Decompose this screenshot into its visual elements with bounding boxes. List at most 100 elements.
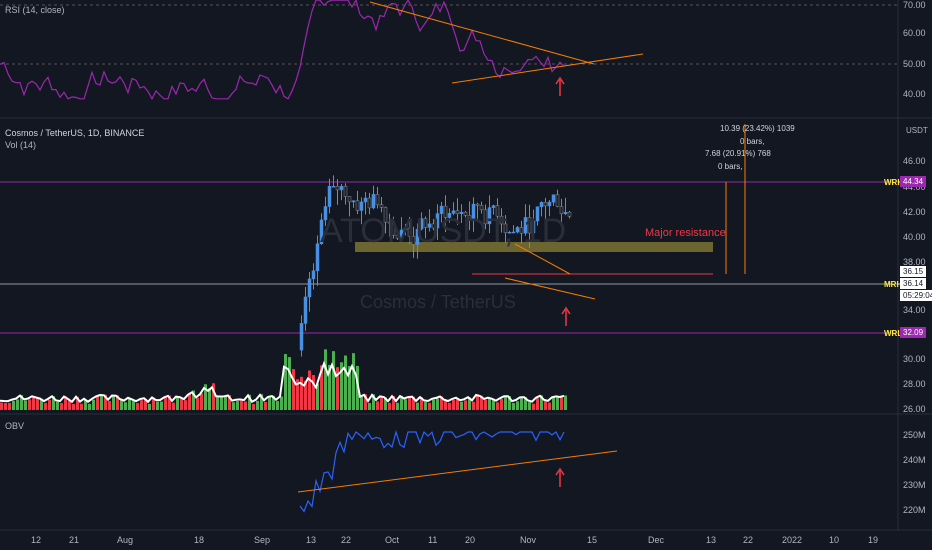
wrl-label: WRL (884, 329, 903, 338)
volume-bar (112, 394, 115, 410)
volume-bar (348, 366, 351, 410)
wrl-value-badge: 32.09 (900, 327, 927, 338)
obv-label: OBV (5, 421, 25, 431)
candle-body (403, 227, 408, 231)
obv-line (299, 429, 565, 513)
volume-bar (552, 397, 555, 410)
candle-body (463, 211, 468, 216)
candle-body (395, 234, 400, 239)
volume-bar (48, 399, 51, 410)
candle-body (451, 210, 456, 214)
volume-bar (364, 394, 367, 410)
candle-body (335, 186, 340, 191)
volume-bar (36, 397, 39, 410)
volume-bar (164, 397, 167, 410)
volume-bar (220, 396, 223, 410)
volume-bar (320, 365, 323, 410)
watermark-symbol: ATOMUSDT, 1D (320, 212, 567, 250)
candle-body (431, 223, 436, 229)
volume-bar (72, 403, 75, 410)
price-tick: 34.00 (903, 305, 926, 315)
price-tick: 42.00 (903, 207, 926, 217)
volume-bar (176, 396, 179, 410)
major-resistance-annotation: Major resistance (645, 227, 726, 239)
price-tick: 44.00 (903, 182, 926, 192)
volume-bar (64, 396, 67, 410)
candle-body (511, 231, 516, 234)
volume-bar (388, 403, 391, 410)
volume-bar (284, 354, 287, 410)
volume-bar (68, 400, 71, 410)
volume-bar (416, 402, 419, 410)
volume-bar (148, 403, 151, 410)
symbol-title: Cosmos / TetherUS, 1D, BINANCE (5, 128, 145, 138)
volume-bar (296, 379, 299, 410)
volume-bar (272, 395, 275, 410)
candle-body (303, 296, 308, 324)
candle-body (523, 217, 528, 234)
volume-bar (196, 397, 199, 410)
rsi-trendline-upper (369, 1, 595, 65)
volume-bar (360, 396, 363, 410)
volume-bar (292, 369, 295, 410)
time-tick: 18 (194, 535, 205, 545)
volume-bar (248, 394, 251, 410)
volume-bar (352, 353, 355, 410)
volume-bar (16, 399, 19, 410)
candle-body (339, 186, 344, 191)
candle-body (323, 206, 328, 221)
price-tick: 28.00 (903, 379, 926, 389)
major-resistance-zone (355, 242, 713, 252)
time-tick: 20 (465, 535, 476, 545)
volume-bar (384, 397, 387, 410)
volume-bar (80, 403, 83, 410)
rsi-arrow-head (555, 76, 565, 85)
volume-bar (236, 401, 239, 410)
obv-tick: 230M (903, 480, 926, 490)
candle-body (535, 206, 540, 222)
candle-body (475, 203, 480, 206)
wedge-upper (514, 243, 571, 275)
obv-arrow-head (555, 467, 565, 476)
candle-body (383, 207, 388, 223)
volume-bar (212, 383, 215, 410)
price-tick: 46.00 (903, 156, 926, 166)
volume-bar (544, 401, 547, 410)
time-tick: 12 (31, 535, 42, 545)
time-tick: 15 (587, 535, 598, 545)
volume-bar (496, 402, 499, 410)
candle-body (543, 202, 548, 207)
candle-body (555, 194, 560, 207)
volume-bar (408, 397, 411, 410)
time-tick: 11 (428, 535, 438, 545)
volume-bar (0, 402, 3, 410)
mrh-value-badge: 36.14 (900, 278, 927, 289)
volume-bar (324, 349, 327, 410)
candle-body (331, 186, 336, 188)
volume-bar (24, 400, 27, 410)
candle-body (447, 213, 452, 218)
watermark-name: Cosmos / TetherUS (360, 292, 516, 312)
candle-body (315, 243, 320, 272)
rsi-tick: 50.00 (903, 59, 926, 69)
volume-bar (104, 394, 107, 410)
candle-body (459, 211, 464, 214)
volume-bar (452, 400, 455, 410)
volume-bar (276, 401, 279, 410)
rsi-label: RSI (14, close) (5, 5, 65, 15)
volume-bar (424, 401, 427, 410)
volume-bar (488, 398, 491, 410)
volume-bar (96, 396, 99, 410)
volume-bar (88, 403, 91, 410)
volume-bar (216, 396, 219, 410)
candle-body (539, 202, 544, 208)
volume-bar (92, 399, 95, 410)
price-arrow-head (561, 306, 571, 315)
wrh-label: WRH (884, 178, 904, 187)
volume-bar (380, 396, 383, 410)
candle-body (471, 203, 476, 219)
volume-bar (228, 395, 231, 410)
candle-body (299, 323, 304, 351)
candle-body (515, 227, 520, 233)
